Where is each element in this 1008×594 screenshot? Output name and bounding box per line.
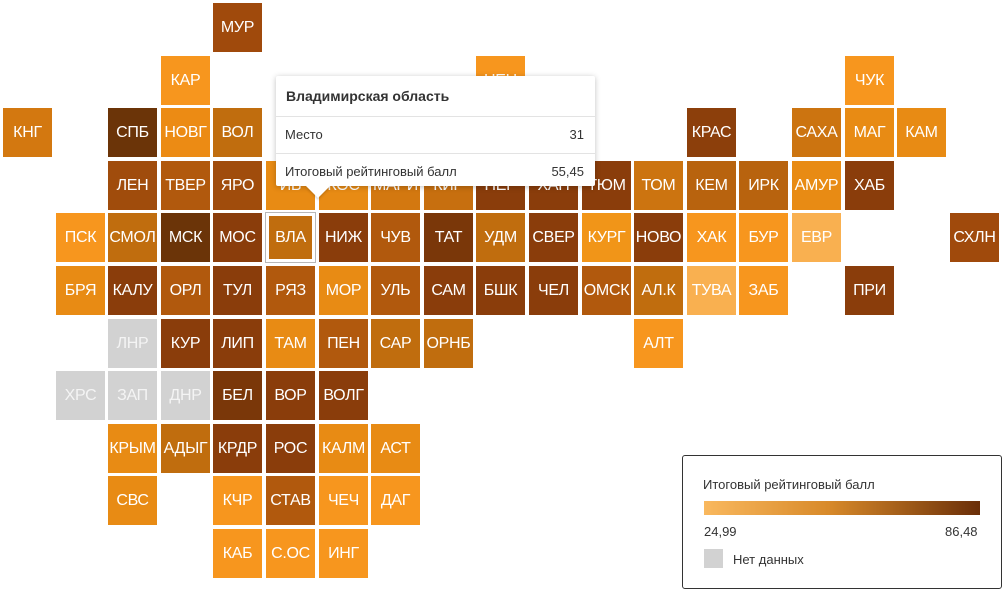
region-tile-мос[interactable]: МОС: [213, 213, 262, 262]
region-tile-даг[interactable]: ДАГ: [371, 476, 420, 525]
region-tile-бшк[interactable]: БШК: [476, 266, 525, 315]
region-tile-мор[interactable]: МОР: [319, 266, 368, 315]
tooltip-row-value: 55,45: [551, 164, 584, 179]
region-tile-аст[interactable]: АСТ: [371, 424, 420, 473]
region-tile-хаб[interactable]: ХАБ: [845, 161, 894, 210]
region-tile-зап[interactable]: ЗАП: [108, 371, 157, 420]
region-tile-свер[interactable]: СВЕР: [529, 213, 578, 262]
legend-min-label: 24,99: [704, 524, 737, 539]
region-tile-чув[interactable]: ЧУВ: [371, 213, 420, 262]
region-tile-новг[interactable]: НОВГ: [161, 108, 210, 157]
region-tile-кур[interactable]: КУР: [161, 319, 210, 368]
region-tile-став[interactable]: СТАВ: [266, 476, 315, 525]
region-tile-тува[interactable]: ТУВА: [687, 266, 736, 315]
region-tile-орл[interactable]: ОРЛ: [161, 266, 210, 315]
region-tile-при[interactable]: ПРИ: [845, 266, 894, 315]
tooltip-row-label: Место: [285, 127, 323, 142]
region-tile-крым[interactable]: КРЫМ: [108, 424, 157, 473]
region-tile-чел[interactable]: ЧЕЛ: [529, 266, 578, 315]
region-tile-лен[interactable]: ЛЕН: [108, 161, 157, 210]
region-tile-евр[interactable]: ЕВР: [792, 213, 841, 262]
region-tile-пск[interactable]: ПСК: [56, 213, 105, 262]
region-tile-калу[interactable]: КАЛУ: [108, 266, 157, 315]
region-tile-кем[interactable]: КЕМ: [687, 161, 736, 210]
region-tile-схлн[interactable]: СХЛН: [950, 213, 999, 262]
region-tile-лнр[interactable]: ЛНР: [108, 319, 157, 368]
region-tile-рос[interactable]: РОС: [266, 424, 315, 473]
region-tile-кам[interactable]: КАМ: [897, 108, 946, 157]
region-tile-орнб[interactable]: ОРНБ: [424, 319, 473, 368]
region-tile-сар[interactable]: САР: [371, 319, 420, 368]
region-tile-смол[interactable]: СМОЛ: [108, 213, 157, 262]
region-tile-ново[interactable]: НОВО: [634, 213, 683, 262]
region-tile-вла[interactable]: ВЛА: [265, 212, 316, 263]
region-tile-заб[interactable]: ЗАБ: [739, 266, 788, 315]
region-tile-мур[interactable]: МУР: [213, 3, 262, 52]
region-tile-хрс[interactable]: ХРС: [56, 371, 105, 420]
region-tooltip: Владимирская область Место 31 Итоговый р…: [276, 76, 595, 198]
region-tile-инг[interactable]: ИНГ: [319, 529, 368, 578]
tooltip-divider: [276, 116, 595, 117]
region-tile-твер[interactable]: ТВЕР: [161, 161, 210, 210]
tooltip-row-label: Итоговый рейтинговый балл: [285, 164, 457, 179]
region-tile-ирк[interactable]: ИРК: [739, 161, 788, 210]
region-tile-саха[interactable]: САХА: [792, 108, 841, 157]
region-tile-чеч[interactable]: ЧЕЧ: [319, 476, 368, 525]
tooltip-pointer: [306, 186, 330, 198]
region-tile-алк[interactable]: АЛ.К: [634, 266, 683, 315]
region-tile-калм[interactable]: КАЛМ: [319, 424, 368, 473]
region-tile-лип[interactable]: ЛИП: [213, 319, 262, 368]
tooltip-row-value: 31: [569, 127, 584, 142]
legend-nodata-swatch: [704, 549, 723, 568]
region-tile-маг[interactable]: МАГ: [845, 108, 894, 157]
region-tile-сам[interactable]: САМ: [424, 266, 473, 315]
region-tile-яро[interactable]: ЯРО: [213, 161, 262, 210]
region-tile-уль[interactable]: УЛЬ: [371, 266, 420, 315]
region-tile-чук[interactable]: ЧУК: [845, 56, 894, 105]
region-tile-тул[interactable]: ТУЛ: [213, 266, 262, 315]
legend-title: Итоговый рейтинговый балл: [703, 477, 875, 492]
region-tile-бел[interactable]: БЕЛ: [213, 371, 262, 420]
region-tile-омск[interactable]: ОМСК: [582, 266, 631, 315]
region-tile-свс[interactable]: СВС: [108, 476, 157, 525]
legend-gradient-bar: [704, 501, 980, 515]
region-tile-кчр[interactable]: КЧР: [213, 476, 262, 525]
region-tile-том[interactable]: ТОМ: [634, 161, 683, 210]
region-tile-кар[interactable]: КАР: [161, 56, 210, 105]
region-tile-спб[interactable]: СПБ: [108, 108, 157, 157]
region-tile-адыг[interactable]: АДЫГ: [161, 424, 210, 473]
region-tile-мск[interactable]: МСК: [161, 213, 210, 262]
region-tile-ряз[interactable]: РЯЗ: [266, 266, 315, 315]
region-tile-хак[interactable]: ХАК: [687, 213, 736, 262]
tooltip-title: Владимирская область: [286, 88, 450, 104]
region-tile-крас[interactable]: КРАС: [687, 108, 736, 157]
region-tile-ниж[interactable]: НИЖ: [319, 213, 368, 262]
region-tile-кнг[interactable]: КНГ: [3, 108, 52, 157]
region-tile-тат[interactable]: ТАТ: [424, 213, 473, 262]
region-tile-крдр[interactable]: КРДР: [213, 424, 262, 473]
legend-nodata-label: Нет данных: [733, 552, 804, 567]
region-tile-вор[interactable]: ВОР: [266, 371, 315, 420]
region-tile-каб[interactable]: КАБ: [213, 529, 262, 578]
region-tile-амур[interactable]: АМУР: [792, 161, 841, 210]
region-tile-там[interactable]: ТАМ: [266, 319, 315, 368]
region-tile-алт[interactable]: АЛТ: [634, 319, 683, 368]
tooltip-divider: [276, 153, 595, 154]
region-tile-бур[interactable]: БУР: [739, 213, 788, 262]
region-tile-сос[interactable]: С.ОС: [266, 529, 315, 578]
legend: Итоговый рейтинговый балл 24,99 86,48 Не…: [682, 455, 1002, 589]
legend-max-label: 86,48: [945, 524, 978, 539]
region-tile-волг[interactable]: ВОЛГ: [319, 371, 368, 420]
region-tile-удм[interactable]: УДМ: [476, 213, 525, 262]
region-tile-днр[interactable]: ДНР: [161, 371, 210, 420]
region-tile-кург[interactable]: КУРГ: [582, 213, 631, 262]
region-tile-вол[interactable]: ВОЛ: [213, 108, 262, 157]
region-tile-бря[interactable]: БРЯ: [56, 266, 105, 315]
region-tile-пен[interactable]: ПЕН: [319, 319, 368, 368]
